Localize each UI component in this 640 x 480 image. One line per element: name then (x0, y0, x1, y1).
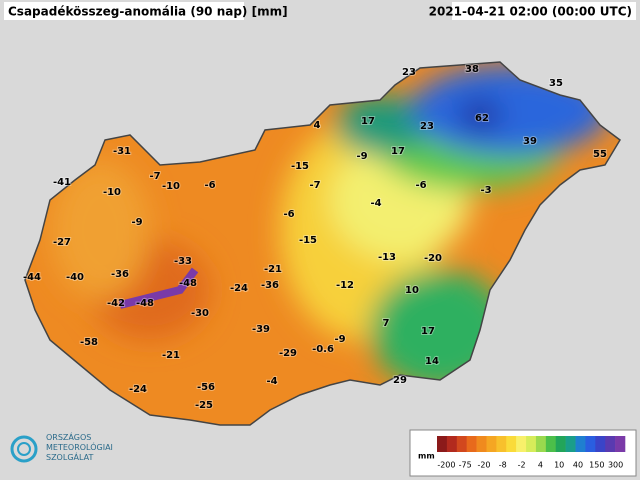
station-value: 17 (391, 146, 405, 157)
station-value: -15 (291, 161, 309, 172)
legend-swatch (456, 436, 467, 452)
station-value: -9 (334, 334, 345, 345)
station-value: -29 (279, 348, 297, 359)
station-value: 17 (421, 326, 435, 337)
legend-tick: 4 (538, 461, 543, 470)
legend-unit: mm (418, 452, 435, 461)
logo: ORSZÁGOS METEOROLÓGIAI SZOLGÁLAT (10, 431, 113, 463)
station-value: -24 (230, 283, 248, 294)
legend-swatch (585, 436, 596, 452)
station-value: 17 (361, 116, 375, 127)
legend-swatch (565, 436, 576, 452)
legend-swatch (545, 436, 557, 452)
legend-swatch (466, 436, 477, 452)
station-value: -4 (266, 376, 277, 387)
station-value: -58 (80, 337, 98, 348)
station-value: -13 (378, 252, 396, 263)
station-value: -7 (309, 180, 320, 191)
station-value: -30 (191, 308, 209, 319)
legend-swatch (575, 436, 586, 452)
station-value: 29 (393, 375, 407, 386)
station-value: -6 (283, 209, 294, 220)
station-value: 62 (475, 113, 489, 124)
legend-tick: 150 (589, 461, 604, 470)
station-value: -20 (424, 253, 442, 264)
logo-text: ORSZÁGOS (46, 431, 91, 442)
logo-text: METEOROLÓGIAI (46, 441, 113, 452)
legend-swatch (595, 436, 606, 452)
legend-swatch (486, 436, 497, 452)
station-value: -25 (195, 400, 213, 411)
station-value: -27 (53, 237, 71, 248)
legend-tick: 40 (573, 461, 583, 470)
legend-tick: -75 (459, 461, 472, 470)
station-value: 55 (593, 149, 607, 160)
legend-swatch (535, 436, 547, 452)
station-value: -10 (103, 187, 121, 198)
legend-swatch (615, 436, 626, 452)
station-value: 14 (425, 356, 439, 367)
legend-swatch (605, 436, 616, 452)
border (24, 61, 621, 426)
station-value: -41 (53, 177, 71, 188)
station-value: -7 (149, 171, 160, 182)
legend-swatch (555, 436, 566, 452)
legend-tick: -2 (518, 461, 526, 470)
station-value: -36 (111, 269, 129, 280)
legend-swatch (437, 436, 448, 452)
station-value: -24 (129, 384, 147, 395)
station-value: -9 (131, 217, 142, 228)
timestamp: 2021-04-21 02:00 (00:00 UTC) (429, 5, 632, 19)
station-value: 10 (405, 285, 419, 296)
station-value: -40 (66, 272, 84, 283)
legend-swatch (476, 436, 487, 452)
legend-tick: -20 (477, 461, 490, 470)
station-value: 4 (314, 120, 321, 131)
station-value: -48 (179, 278, 197, 289)
station-value: -48 (136, 298, 154, 309)
station-value: -56 (197, 382, 215, 393)
legend-tick: 300 (608, 461, 623, 470)
station-value: -42 (107, 298, 125, 309)
station-value: -9 (356, 151, 367, 162)
legend-swatch (506, 436, 517, 452)
logo-text: SZOLGÁLAT (46, 451, 93, 462)
station-value: -12 (336, 280, 354, 291)
station-value: 23 (420, 121, 434, 132)
station-value: -31 (113, 146, 131, 157)
station-value: -6 (204, 180, 215, 191)
legend-swatch (496, 436, 507, 452)
station-value: -33 (174, 256, 192, 267)
station-value: -15 (299, 235, 317, 246)
station-value: -36 (261, 280, 279, 291)
legend-tick: -200 (437, 461, 455, 470)
legend-swatch (526, 436, 537, 452)
station-value: -6 (415, 180, 426, 191)
timestamp-box (452, 2, 636, 20)
title-box (4, 2, 244, 20)
station-value: 38 (465, 64, 479, 75)
station-value: 23 (402, 67, 416, 78)
station-value: -44 (23, 272, 41, 283)
station-value: -10 (162, 181, 180, 192)
station-value: -21 (264, 264, 282, 275)
station-value: -39 (252, 324, 270, 335)
station-value: -4 (370, 198, 381, 209)
legend-swatch (446, 436, 458, 452)
legend-swatch (516, 436, 527, 452)
station-value: 39 (523, 136, 537, 147)
title: Csapadékösszeg-anomália (90 nap) [mm] (8, 5, 288, 19)
station-value: -0.6 (312, 344, 334, 355)
station-value: -21 (162, 350, 180, 361)
station-value: 7 (383, 318, 390, 329)
station-value: 35 (549, 78, 563, 89)
legend-tick: 10 (554, 461, 564, 470)
station-value: -3 (480, 185, 491, 196)
legend-tick: -8 (499, 461, 507, 470)
